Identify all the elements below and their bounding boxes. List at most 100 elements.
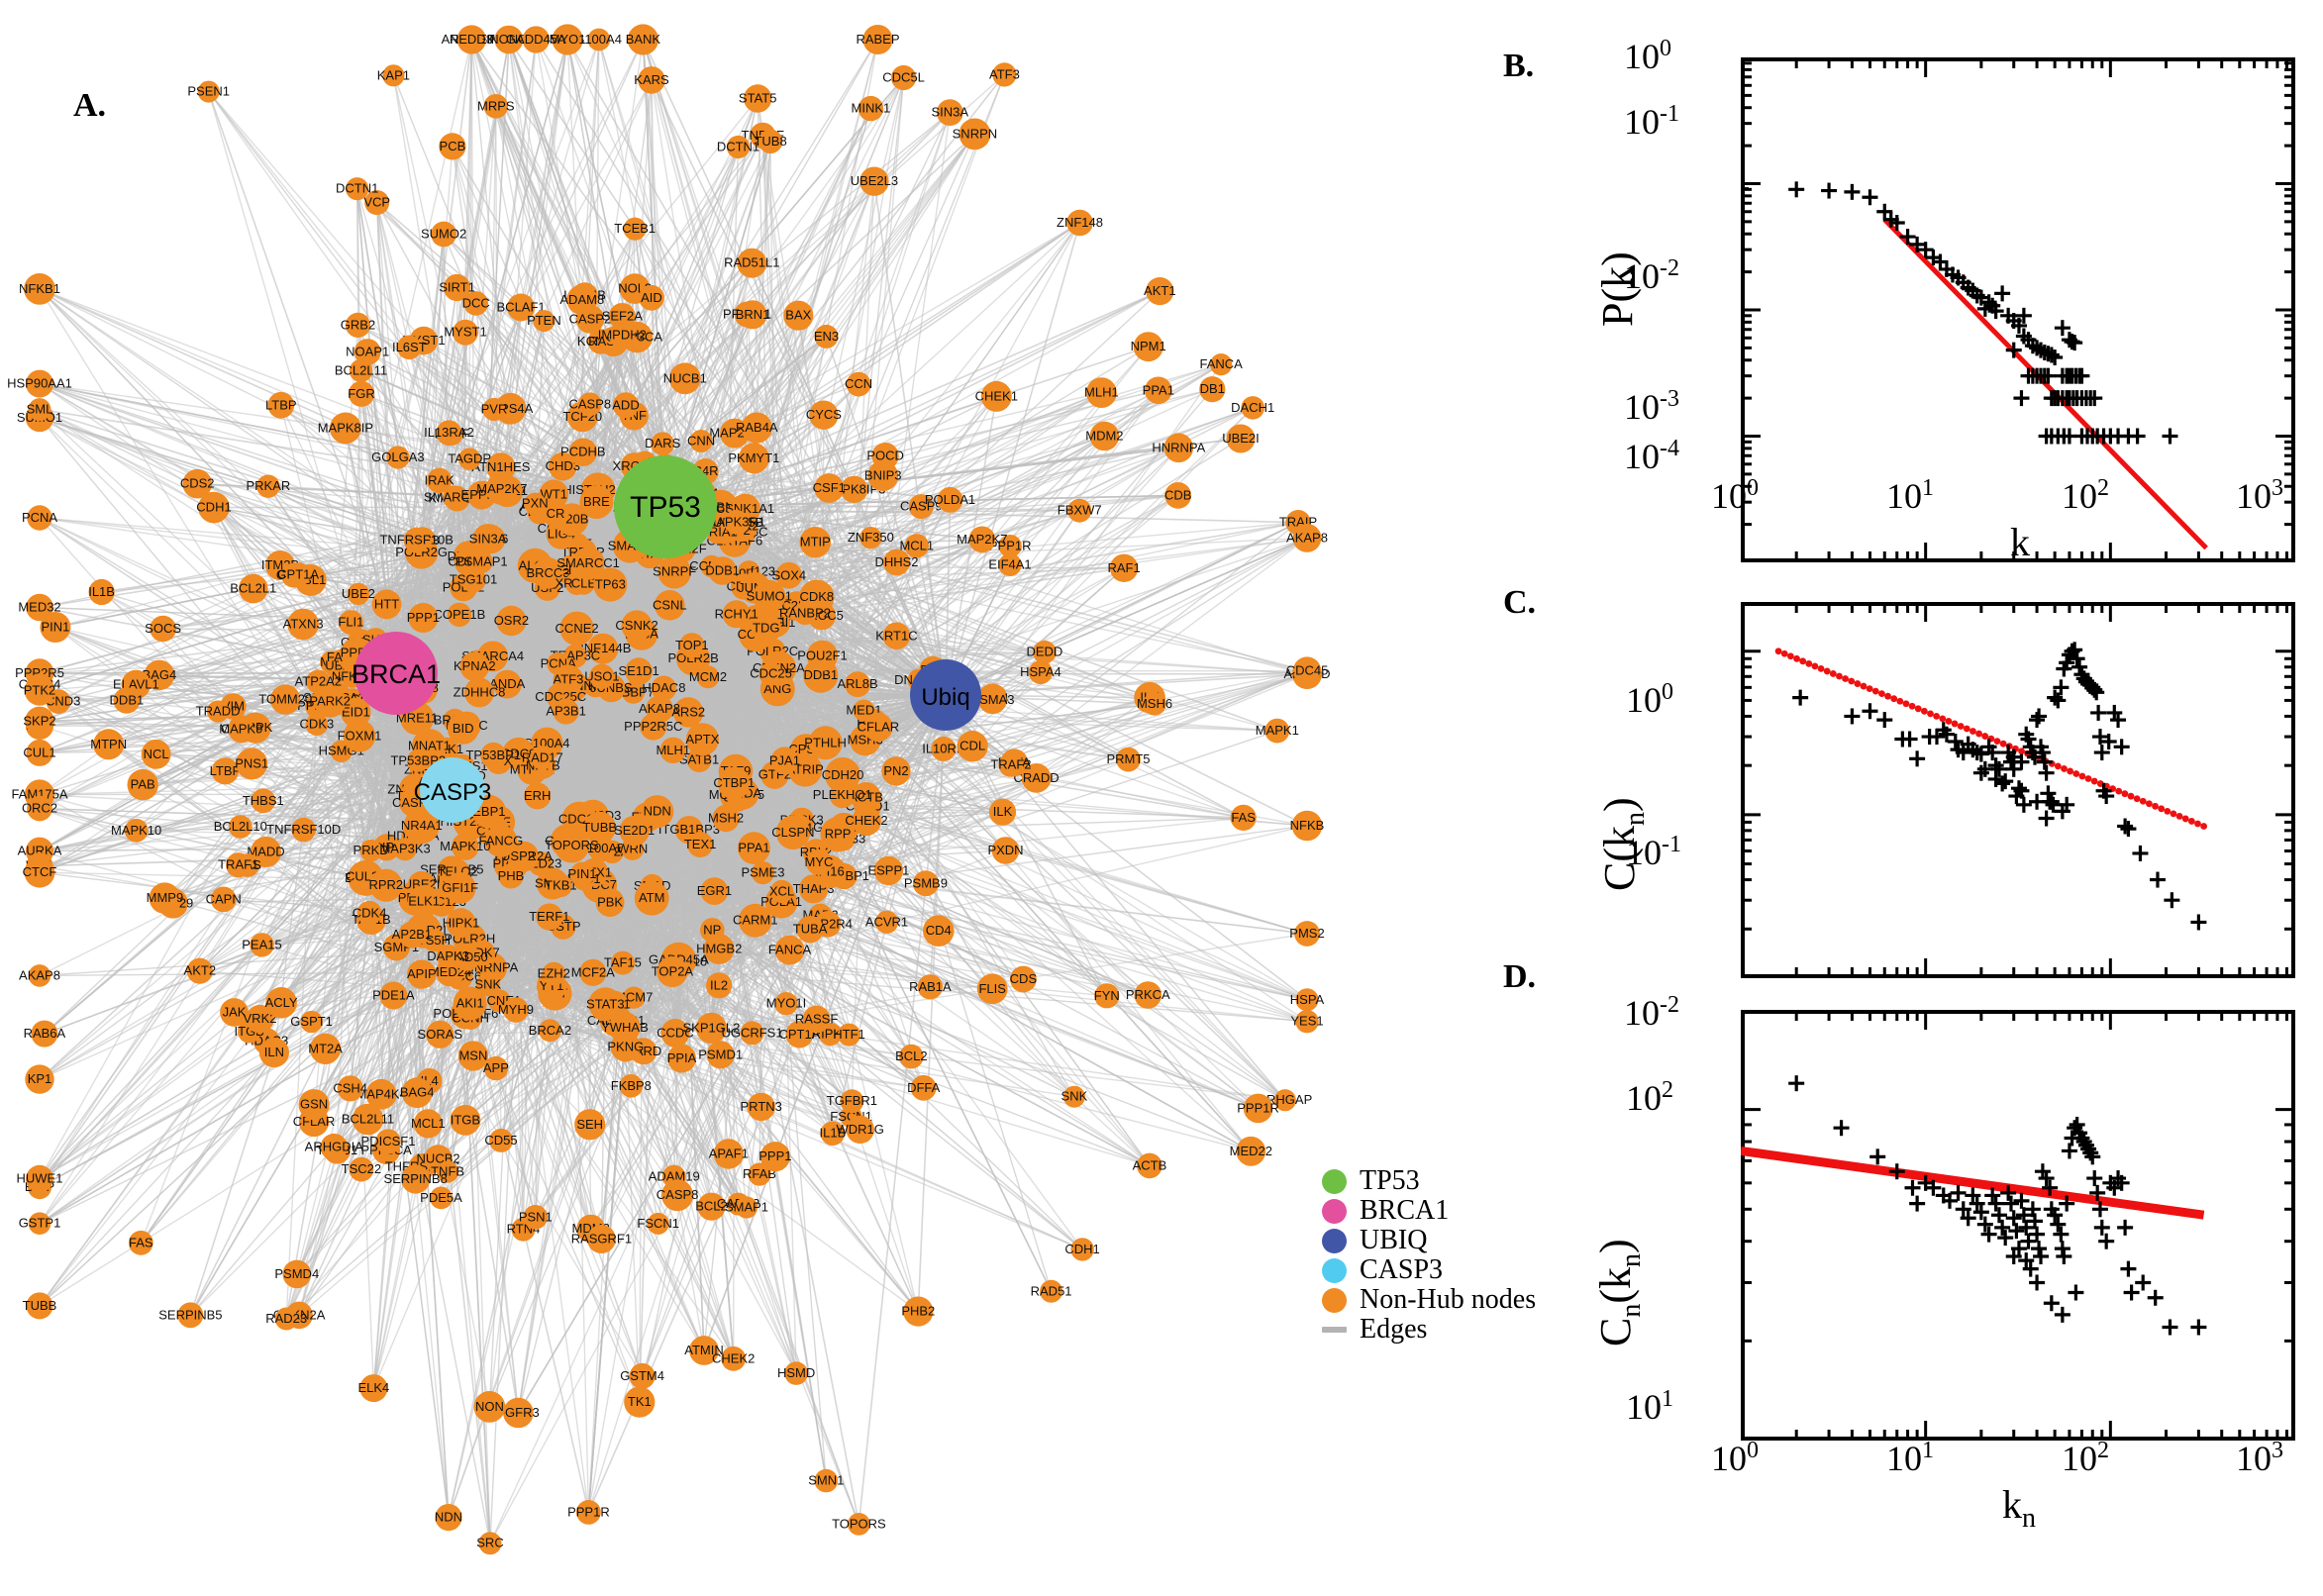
network-node[interactable] (375, 1129, 401, 1154)
network-node[interactable] (463, 291, 489, 316)
network-node[interactable] (494, 25, 524, 54)
network-node[interactable] (426, 1020, 454, 1048)
network-node[interactable] (689, 430, 713, 452)
network-node[interactable] (639, 284, 664, 311)
network-node[interactable] (386, 446, 410, 469)
network-node[interactable] (524, 782, 552, 810)
network-node[interactable] (724, 509, 749, 535)
network-node[interactable] (28, 398, 51, 422)
network-node[interactable] (873, 855, 904, 886)
network-node[interactable] (748, 1162, 771, 1186)
network-node[interactable] (571, 547, 605, 580)
network-node[interactable] (627, 24, 659, 55)
network-node[interactable] (708, 556, 737, 585)
network-node[interactable] (431, 221, 456, 248)
network-node[interactable] (583, 811, 616, 845)
network-node[interactable] (1033, 640, 1057, 664)
network-node[interactable] (569, 861, 595, 887)
network-node[interactable] (619, 815, 650, 847)
network-node[interactable] (559, 611, 594, 646)
network-node[interactable] (747, 1092, 775, 1122)
network-node[interactable] (862, 25, 893, 54)
network-node[interactable] (634, 880, 669, 916)
network-node[interactable] (484, 825, 518, 857)
network-node[interactable] (657, 554, 691, 589)
network-node[interactable] (629, 1362, 656, 1389)
network-node[interactable] (364, 190, 390, 216)
network-node[interactable] (430, 1186, 453, 1210)
network-node[interactable] (489, 1128, 513, 1152)
network-node[interactable] (352, 1103, 384, 1136)
network-node[interactable] (28, 964, 51, 987)
network-node[interactable] (459, 651, 490, 681)
network-node[interactable] (408, 603, 439, 633)
network-node[interactable] (775, 561, 803, 589)
network-node[interactable] (619, 1074, 644, 1098)
network-node[interactable] (937, 486, 963, 513)
network-node[interactable] (28, 1212, 51, 1235)
network-node[interactable] (533, 310, 556, 333)
network-node[interactable] (846, 1115, 874, 1145)
network-node[interactable] (330, 412, 361, 445)
network-node[interactable] (407, 885, 441, 918)
network-node[interactable] (622, 681, 645, 704)
network-node[interactable] (775, 815, 811, 849)
network-node[interactable] (851, 782, 881, 813)
network-node[interactable] (1145, 376, 1172, 405)
network-node[interactable] (621, 610, 653, 642)
network-node[interactable] (1066, 209, 1093, 237)
network-node[interactable] (910, 1074, 937, 1101)
network-node[interactable] (737, 248, 767, 278)
network-node[interactable] (536, 903, 563, 931)
network-node[interactable] (246, 1004, 274, 1034)
network-node[interactable] (859, 166, 889, 196)
network-node[interactable] (651, 675, 677, 701)
network-node[interactable] (401, 1077, 433, 1109)
network-node[interactable] (31, 1020, 58, 1047)
network-node[interactable] (881, 756, 911, 786)
network-node[interactable] (1163, 433, 1194, 463)
network-node[interactable] (460, 566, 486, 593)
network-node[interactable] (608, 303, 636, 330)
network-node[interactable] (341, 697, 371, 728)
network-node[interactable] (976, 973, 1008, 1005)
network-node[interactable] (673, 697, 704, 728)
network-node[interactable] (738, 300, 767, 330)
network-node[interactable] (625, 657, 653, 685)
network-node[interactable] (659, 737, 686, 763)
network-node[interactable] (403, 808, 440, 845)
network-node[interactable] (769, 879, 794, 904)
network-node[interactable] (829, 781, 856, 809)
network-node[interactable] (379, 981, 408, 1010)
network-node[interactable] (141, 739, 171, 769)
network-node[interactable] (447, 713, 479, 745)
network-node[interactable] (457, 1041, 488, 1071)
network-node[interactable] (806, 640, 839, 671)
network-node[interactable] (575, 304, 605, 334)
network-node[interactable] (814, 324, 839, 349)
network-node[interactable] (741, 412, 772, 444)
network-node[interactable] (589, 663, 615, 689)
network-node[interactable] (651, 432, 674, 456)
network-node[interactable] (436, 945, 460, 968)
network-node[interactable] (356, 900, 382, 926)
network-node[interactable] (298, 1089, 330, 1121)
network-node[interactable] (113, 687, 141, 714)
network-node[interactable] (346, 177, 369, 201)
network-node[interactable] (740, 1021, 764, 1046)
network-node[interactable] (453, 319, 478, 346)
network-node[interactable] (186, 957, 213, 984)
network-node[interactable] (687, 832, 714, 857)
network-node[interactable] (991, 837, 1020, 864)
network-node[interactable] (852, 806, 881, 837)
network-node[interactable] (524, 492, 547, 515)
network-node[interactable] (313, 685, 347, 718)
network-node[interactable] (574, 1109, 606, 1141)
network-node[interactable] (660, 1019, 690, 1047)
network-node[interactable] (337, 1075, 363, 1102)
network-node[interactable] (435, 1504, 462, 1532)
network-node[interactable] (554, 828, 590, 863)
network-node[interactable] (26, 369, 53, 398)
network-node[interactable] (891, 64, 917, 91)
network-node[interactable] (988, 798, 1017, 826)
